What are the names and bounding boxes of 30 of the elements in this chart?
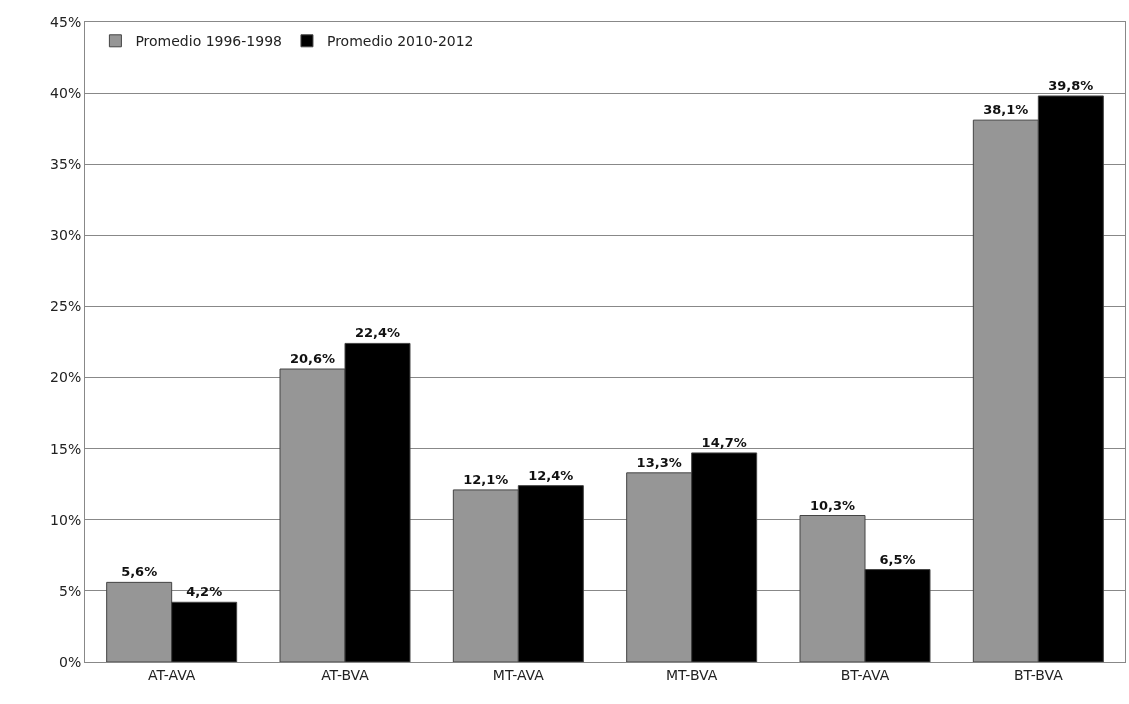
- y-tick-label: 25%: [50, 298, 82, 315]
- data-label: 22,4%: [354, 325, 401, 341]
- y-tick-label: 45%: [50, 13, 82, 30]
- data-label: 14,7%: [701, 434, 747, 450]
- y-tick-label: 20%: [50, 369, 82, 386]
- y-tick-label: 30%: [50, 227, 82, 244]
- data-label: 4,2%: [186, 584, 223, 600]
- data-label: 13,3%: [636, 454, 682, 470]
- x-tick-label: AT-BVA: [321, 666, 370, 683]
- data-label: 6,5%: [879, 551, 916, 567]
- x-tick-label: BT-BVA: [1013, 666, 1064, 683]
- legend-label: Promedio 1996-1998: [135, 33, 282, 50]
- x-tick-label: AT-AVA: [147, 666, 196, 683]
- data-label: 39,8%: [1048, 77, 1094, 93]
- x-tick-label: BT-AVA: [840, 666, 890, 683]
- y-tick-label: 35%: [50, 156, 82, 173]
- legend-label: Promedio 2010-2012: [326, 33, 474, 50]
- x-tick-label: MT-AVA: [492, 666, 545, 683]
- y-tick-label: 40%: [50, 85, 82, 102]
- y-tick-label: 15%: [50, 440, 82, 457]
- y-tick-label: 0%: [58, 653, 82, 670]
- data-label: 10,3%: [809, 497, 856, 513]
- data-label: 20,6%: [289, 351, 336, 367]
- y-tick-label: 5%: [58, 582, 82, 599]
- data-label: 12,1%: [463, 471, 509, 487]
- data-label: 38,1%: [983, 102, 1029, 118]
- data-label: 12,4%: [528, 467, 574, 483]
- y-tick-label: 10%: [50, 511, 82, 528]
- x-tick-label: MT-BVA: [666, 666, 718, 683]
- data-label: 5,6%: [121, 564, 158, 580]
